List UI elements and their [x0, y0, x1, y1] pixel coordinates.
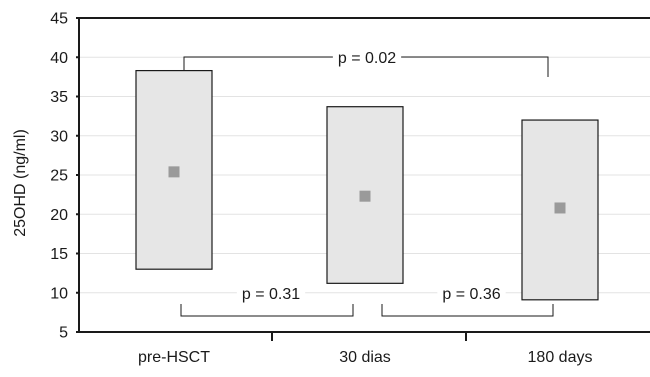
y-tick-label: 5 — [59, 325, 68, 342]
bracket-line — [381, 304, 554, 317]
y-tick-label: 10 — [50, 285, 68, 302]
y-tick-label: 30 — [50, 128, 68, 145]
p-value-label: p = 0.36 — [442, 286, 500, 303]
median-marker — [168, 166, 180, 178]
p-value-label: p = 0.02 — [338, 50, 396, 67]
x-tick-label: 30 dias — [339, 349, 391, 366]
y-tick-label: 45 — [50, 11, 68, 28]
y-tick-label: 15 — [50, 246, 68, 263]
median-marker — [359, 190, 371, 202]
labels: 5 10 15 20 25 30 35 40 45 pre-HSCT 30 dias 180 days… — [12, 11, 592, 367]
significance-bracket: p = 0.36 — [381, 285, 554, 317]
axes — [76, 17, 650, 341]
y-tick-label: 20 — [50, 207, 68, 224]
p-value-label-bg — [332, 49, 402, 67]
y-tick-label: 35 — [50, 89, 68, 106]
p-value-label-bg — [236, 285, 306, 303]
significance-bracket: p = 0.31 — [180, 285, 354, 317]
bracket-line — [180, 304, 354, 317]
y-axis-title: 25OHD (ng/ml) — [12, 129, 29, 237]
y-tick-label: 25 — [50, 168, 68, 185]
y-tick-label: 40 — [50, 50, 68, 67]
p-value-label: p = 0.31 — [242, 286, 300, 303]
x-tick-label: 180 days — [528, 349, 593, 366]
median-marker — [554, 202, 566, 214]
boxes — [135, 69, 599, 301]
annotations: p = 0.02 p = 0.31 p = 0.36 — [180, 49, 554, 317]
p-value-label-bg — [437, 285, 506, 303]
x-tick-label: pre-HSCT — [138, 349, 210, 366]
significance-bracket: p = 0.02 — [183, 49, 549, 77]
axis-frame — [78, 18, 650, 333]
